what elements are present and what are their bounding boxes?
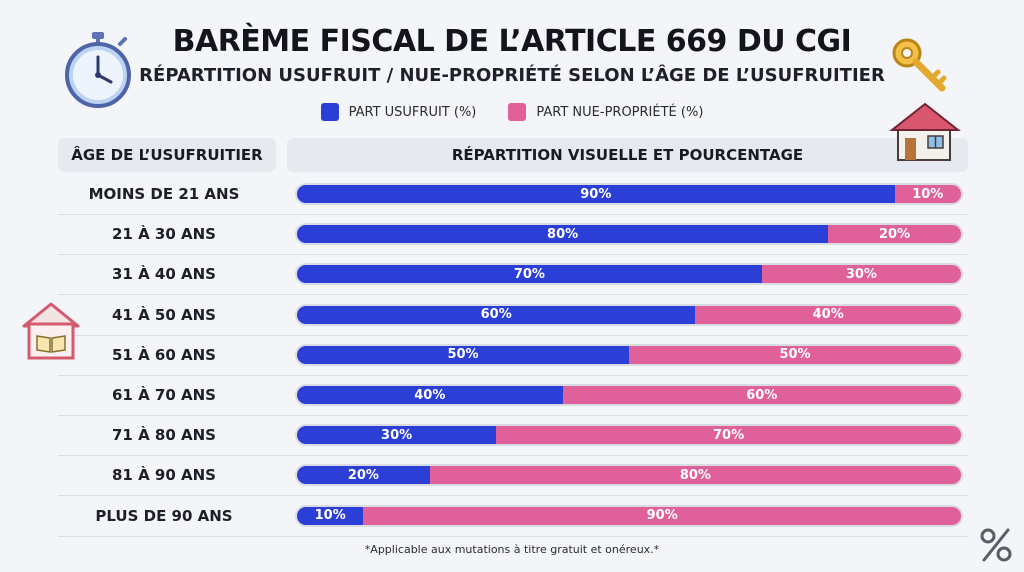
bar-nue-propriete: 70% <box>496 426 961 445</box>
stacked-bar: 20% 80% <box>297 466 961 485</box>
bar-nue-propriete: 90% <box>363 506 961 525</box>
bar-usufruit: 20% <box>297 466 430 485</box>
legend-label-usufruit: PART USUFRUIT (%) <box>348 104 477 120</box>
stacked-bar: 30% 70% <box>297 426 961 445</box>
table-row: 21 À 30 ANS 80% 20% <box>58 214 968 256</box>
table-row: 61 À 70 ANS 40% 60% <box>58 375 968 416</box>
bar-usufruit: 10% <box>297 506 364 525</box>
percent-icon <box>980 528 1012 562</box>
age-category-label: 41 À 50 ANS <box>112 305 216 324</box>
bar-usufruit: 60% <box>297 305 696 324</box>
stopwatch-icon <box>65 32 131 108</box>
stacked-bar: 10% 90% <box>297 506 961 525</box>
age-category-label: 31 À 40 ANS <box>112 265 216 284</box>
header-bar: RÉPARTITION VISUELLE ET POURCENTAGE <box>287 138 968 172</box>
header-age: ÂGE DE L’USUFRUITIER <box>58 138 276 172</box>
stacked-bar: 40% 60% <box>297 386 961 404</box>
table-row: 41 À 50 ANS 60% 40% <box>58 295 968 336</box>
legend-swatch-nue <box>508 103 527 121</box>
bar-nue-propriete: 20% <box>828 225 961 244</box>
footnote: *Applicable aux mutations à titre gratui… <box>364 543 660 556</box>
bar-nue-propriete: 10% <box>894 185 961 203</box>
page-subtitle: RÉPARTITION USUFRUIT / NUE-PROPRIÉTÉ SEL… <box>139 65 885 86</box>
bar-usufruit: 80% <box>297 225 829 244</box>
bar-nue-propriete: 50% <box>629 345 961 364</box>
stacked-bar: 80% 20% <box>297 225 961 244</box>
legend-swatch-usufruit <box>320 103 339 121</box>
bar-usufruit: 90% <box>297 185 895 203</box>
bar-usufruit: 50% <box>297 345 629 364</box>
key-icon <box>892 38 947 92</box>
bar-usufruit: 70% <box>297 265 762 284</box>
legend-item-usufruit: PART USUFRUIT (%) <box>320 103 477 121</box>
stacked-bar: 60% 40% <box>297 305 961 324</box>
stacked-bar: 90% 10% <box>297 185 961 203</box>
bar-nue-propriete: 80% <box>429 466 961 485</box>
bar-nue-propriete: 60% <box>562 386 961 404</box>
age-category-label: 51 À 60 ANS <box>112 345 216 364</box>
age-category-label: 71 À 80 ANS <box>112 426 216 445</box>
table-row: 71 À 80 ANS 30% 70% <box>58 415 968 457</box>
book-house-icon <box>22 302 80 360</box>
table-row: PLUS DE 90 ANS 10% 90% <box>58 496 968 537</box>
age-category-label: 61 À 70 ANS <box>112 386 216 404</box>
legend-label-nue: PART NUE-PROPRIÉTÉ (%) <box>536 104 704 120</box>
table-row: 31 À 40 ANS 70% 30% <box>58 254 968 296</box>
chart-legend: PART USUFRUIT (%) PART NUE-PROPRIÉTÉ (%) <box>0 103 1024 121</box>
bar-nue-propriete: 40% <box>695 305 961 324</box>
table-row: 81 À 90 ANS 20% 80% <box>58 455 968 497</box>
table-row: MOINS DE 21 ANS 90% 10% <box>58 174 968 215</box>
bar-usufruit: 40% <box>297 386 563 404</box>
bar-usufruit: 30% <box>297 426 497 445</box>
age-category-label: 81 À 90 ANS <box>112 466 216 485</box>
table-row: 51 À 60 ANS 50% 50% <box>58 335 968 376</box>
house-icon <box>889 102 961 161</box>
stacked-bar: 70% 30% <box>297 265 961 284</box>
age-category-label: PLUS DE 90 ANS <box>95 506 233 525</box>
page-title: BARÈME FISCAL DE L’ARTICLE 669 DU CGI <box>172 24 852 59</box>
bar-nue-propriete: 30% <box>761 265 961 284</box>
legend-item-nue: PART NUE-PROPRIÉTÉ (%) <box>508 103 703 121</box>
age-category-label: 21 À 30 ANS <box>112 225 216 244</box>
age-category-label: MOINS DE 21 ANS <box>88 185 240 203</box>
stacked-bar: 50% 50% <box>297 345 961 364</box>
